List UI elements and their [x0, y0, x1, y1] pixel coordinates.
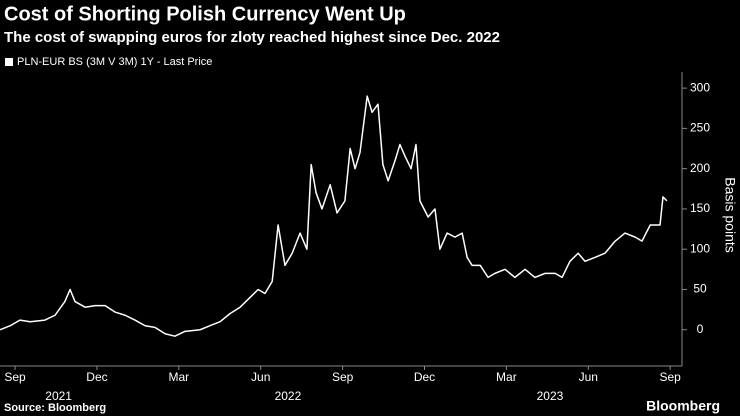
chart-title: Cost of Shorting Polish Currency Went Up — [4, 3, 406, 25]
x-tick-label: Sep — [659, 370, 681, 384]
x-tick-label: Mar — [169, 370, 190, 384]
source: Source: Bloomberg — [4, 402, 106, 414]
brand: Bloomberg — [646, 398, 720, 414]
data-line — [0, 95, 668, 337]
y-tick-label: 250 — [690, 121, 710, 135]
y-tick-label: 100 — [690, 241, 710, 255]
legend-label: PLN-EUR BS (3M V 3M) 1Y - Last Price — [17, 56, 212, 68]
y-axis-title: Basis points — [722, 177, 738, 252]
y-tick-label: 150 — [690, 201, 710, 215]
x-tick-label: Jun — [579, 370, 598, 384]
year-label: 2023 — [537, 389, 564, 403]
year-label: 2021 — [45, 389, 72, 403]
x-tick-label: Sep — [4, 370, 26, 384]
y-tick-label: 200 — [690, 161, 710, 175]
x-tick-label: Mar — [496, 370, 517, 384]
x-tick-label: Jun — [251, 370, 270, 384]
x-tick-label: Dec — [86, 370, 107, 384]
chart-subtitle: The cost of swapping euros for zloty rea… — [4, 29, 500, 46]
x-tick-label: Sep — [332, 370, 354, 384]
y-tick-label: 300 — [690, 80, 710, 94]
legend-swatch — [5, 58, 13, 66]
x-tick-label: Dec — [414, 370, 435, 384]
year-label: 2022 — [275, 389, 302, 403]
y-tick-label: 0 — [697, 322, 704, 336]
y-tick-label: 50 — [693, 282, 707, 296]
